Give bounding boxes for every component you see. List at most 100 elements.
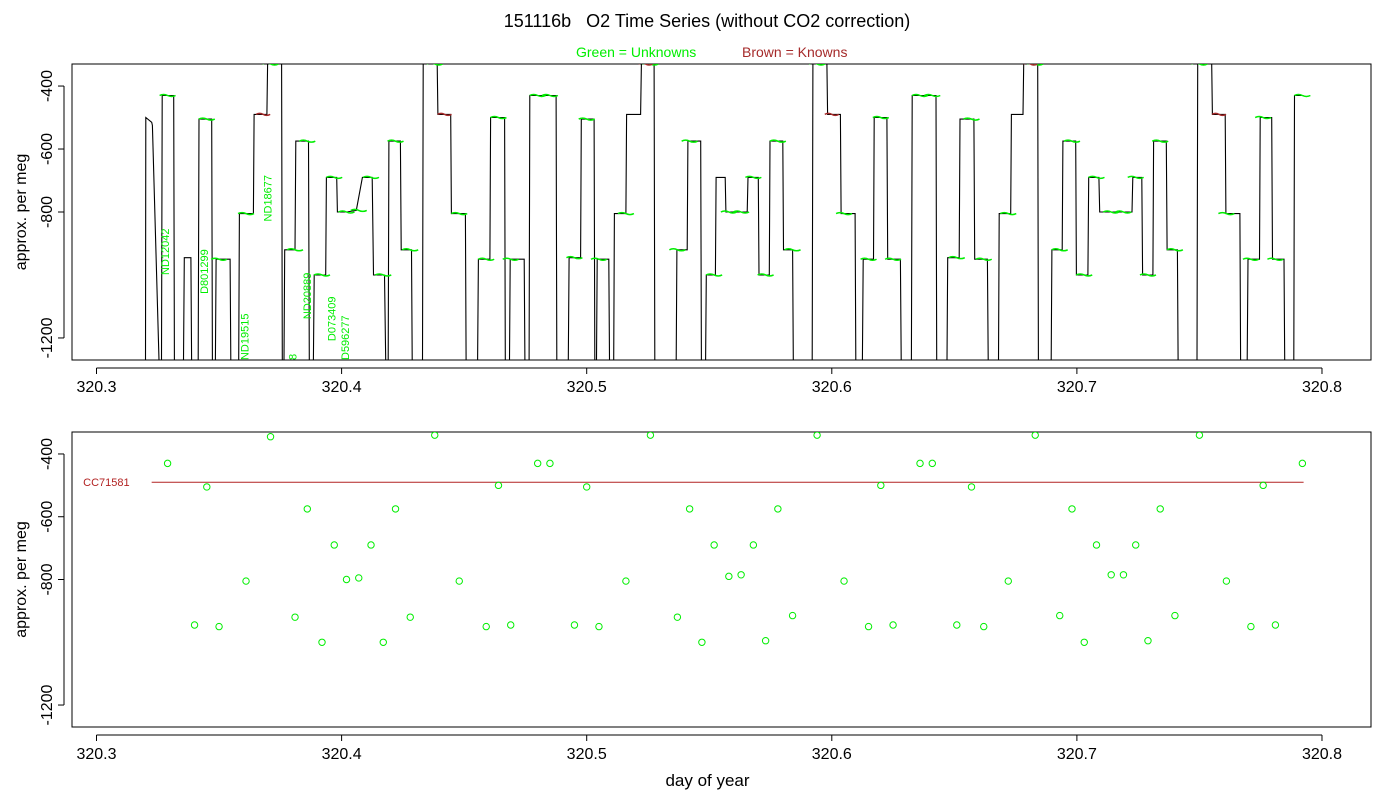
data-point [582,483,591,491]
unknown-segment-mark [769,139,787,143]
data-point [406,613,414,621]
unknown-segment-mark [350,208,368,213]
data-point [953,621,961,629]
unknown-segment-mark [732,210,750,214]
y-tick-label: -800 [39,563,56,595]
data-point [725,572,733,581]
unknown-segment-mark [872,115,890,120]
x-tick-label: 320.6 [812,746,852,763]
x-tick-label: 320.6 [812,379,852,396]
data-point [1080,638,1088,646]
unknown-segment-mark [784,248,801,252]
x-tick-label: 320.5 [567,379,607,396]
unknown-segment-mark [1088,175,1105,180]
unknown-segment-mark [210,257,228,261]
data-point [546,459,554,468]
unknown-segment-mark [681,139,698,143]
unknown-segment-mark [286,248,304,252]
unknown-segment-mark [426,64,444,66]
x-tick-label: 320.4 [322,379,362,396]
data-point [455,577,463,585]
unknown-segment-mark [1102,210,1120,214]
timeseries-panel: 320.3 320.4 320.5 320.6 320.7 320.8 -400 -600 -8… [13,63,1372,396]
data-point [864,622,873,631]
data-point [291,613,299,621]
unknown-segment-mark [642,64,659,66]
data-point [190,621,199,629]
sample-annotation-label: D596277 [340,315,352,360]
legend-unknowns: Green = Unknowns [576,44,697,60]
data-point [646,432,655,439]
y-tick-label: -1200 [39,684,56,725]
unknown-segment-mark [198,117,216,121]
unknown-segment-mark [617,211,635,216]
unknown-segment-mark [159,93,176,98]
unknown-segment-mark [1294,93,1311,98]
y-tick-label: -600 [39,133,56,165]
data-point [355,574,363,582]
data-point [710,541,718,549]
unknown-segment-mark [450,211,468,216]
unknown-segment-mark [578,117,596,121]
unknown-segment-mark [720,210,738,214]
unknown-segment-mark [590,257,608,261]
sample-annotation-label: ND12042 [160,228,172,274]
unknown-segment-mark [948,255,966,260]
reference-line-label: CC71581 [83,477,129,489]
sample-annotation-label: ND19515 [239,314,251,360]
unknown-segment-mark [325,175,343,180]
y-tick-label: -1200 [39,317,56,358]
unknown-segment-mark [975,257,993,261]
unknown-segment-mark [911,93,929,98]
x-tick-label: 320.3 [76,746,116,763]
data-point [595,622,603,631]
sample-annotation-label: D801299 [199,249,211,294]
y-tick-label: -400 [39,438,56,470]
data-point [813,432,821,439]
data-point [482,622,490,631]
unknown-segment-mark [237,211,255,216]
data-point [774,505,782,513]
data-point [698,638,706,646]
data-point [533,459,542,468]
data-point [749,541,758,549]
unknown-segment-mark [541,93,559,98]
unknown-segment-mark [1127,175,1145,180]
data-point [673,613,682,621]
unknown-segment-mark [262,64,279,66]
unknown-segment-mark [1242,257,1260,261]
unknown-segment-mark [1063,139,1081,143]
unknown-segment-mark [1191,64,1208,66]
data-point [967,483,976,491]
unknown-segment-mark [338,210,355,214]
plot-frame [71,63,1372,361]
unknown-segment-mark [1151,139,1169,143]
data-point [788,611,797,620]
sample-annotation-label: ND20889 [302,273,314,319]
plot-frame [71,431,1372,728]
data-point [379,638,387,646]
data-point [494,481,503,490]
data-point [928,459,936,468]
data-point [367,541,375,549]
data-point [303,505,311,513]
y-tick-label: -800 [39,196,56,228]
data-point [1144,636,1152,645]
data-point [431,432,439,439]
x-tick-label: 320.4 [322,746,362,763]
known-segment-mark [1023,64,1038,66]
known-segment-mark [824,112,840,117]
unknown-segment-mark [757,273,774,277]
data-point [391,505,400,513]
data-layer: ND12042 D801299 ND19515 ND18677 8 ND20889 D073… [144,64,1311,360]
x-axis-label: day of year [665,771,749,790]
x-tick-label: 320.7 [1057,379,1097,396]
data-point [1195,432,1204,439]
unknown-segment-mark [502,257,520,261]
data-point [1271,621,1280,629]
unknown-segment-mark [860,257,877,261]
unknown-segment-mark [1115,210,1132,214]
data-point [1171,611,1179,620]
unknown-segment-mark [1139,273,1157,277]
